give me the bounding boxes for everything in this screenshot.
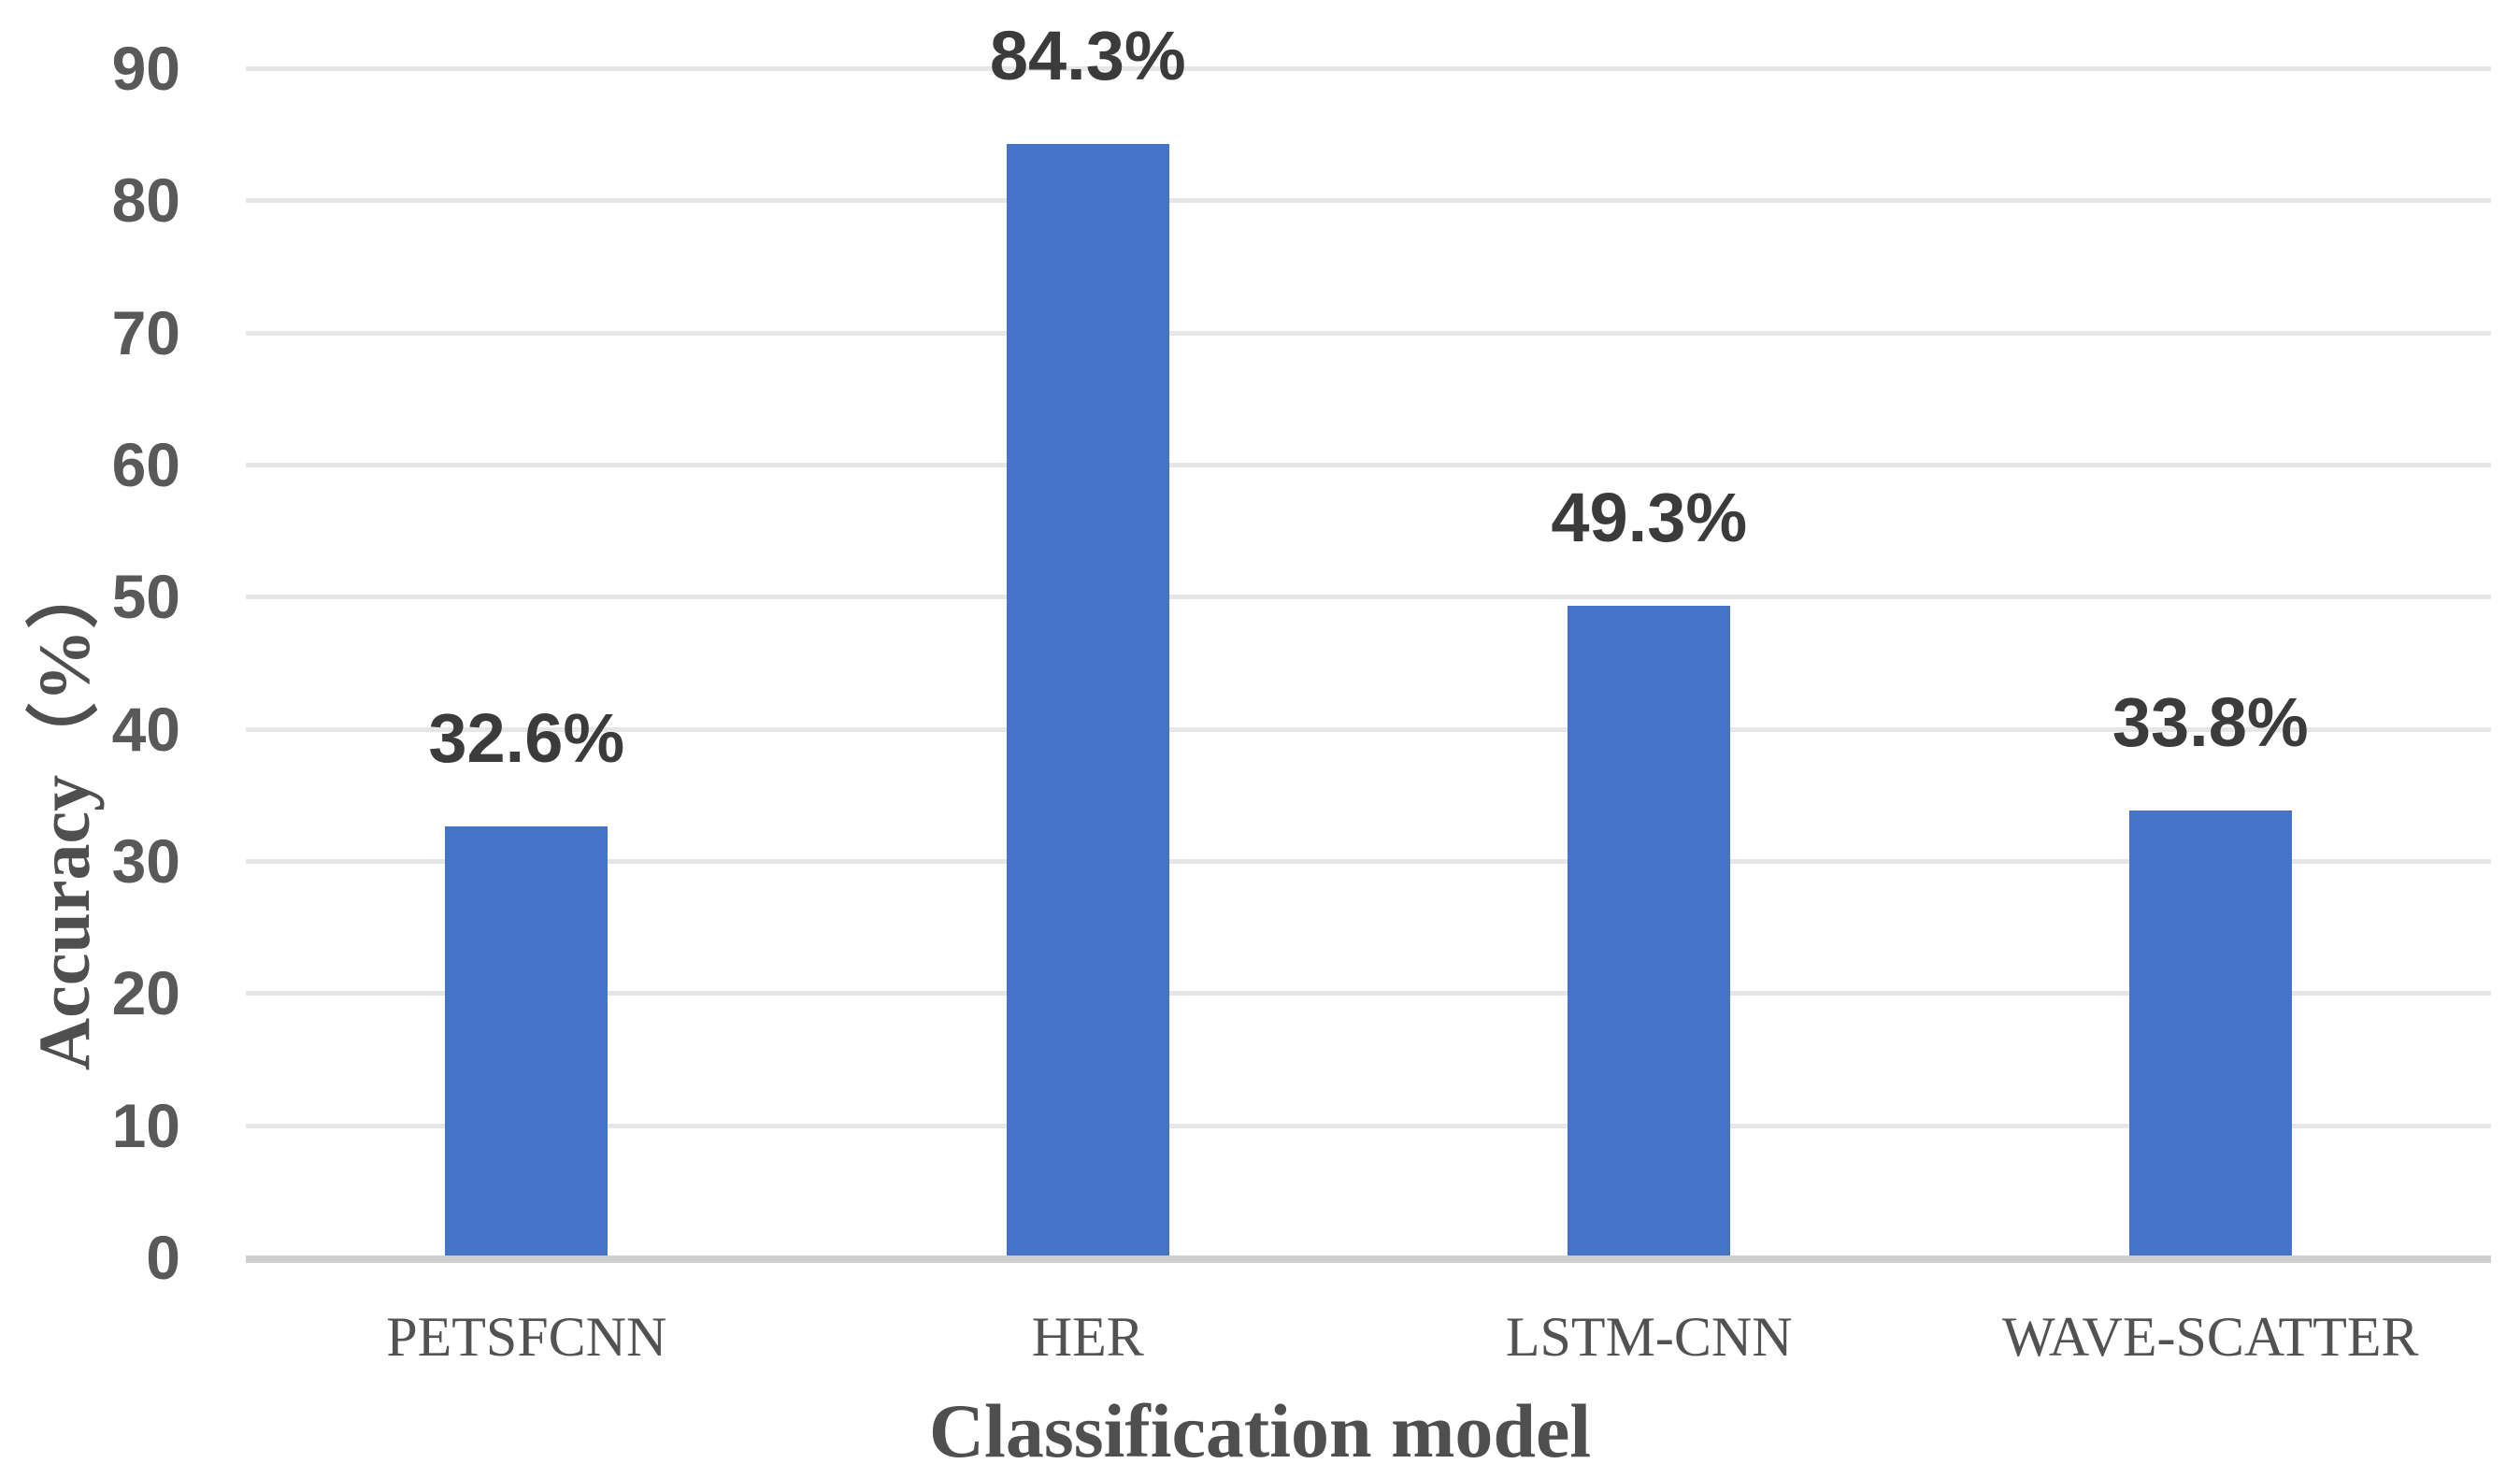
y-tick-label: 10: [111, 1090, 180, 1160]
bar-value-label: 32.6%: [428, 699, 625, 778]
y-tick-label: 40: [111, 694, 180, 764]
gridline: [246, 66, 2491, 71]
x-axis-title: Classification model: [0, 1387, 2520, 1475]
gridline: [246, 726, 2491, 732]
gridline: [246, 198, 2491, 204]
y-tick-label: 50: [111, 562, 180, 632]
x-category-label: HER: [1031, 1306, 1144, 1368]
bar-value-label: 33.8%: [2112, 683, 2309, 762]
y-tick-label: 30: [111, 826, 180, 896]
x-category-label: WAVE-SCATTER: [2001, 1306, 2419, 1368]
gridline: [246, 859, 2491, 864]
y-tick-label: 80: [111, 165, 180, 236]
x-category-label: LSTM-CNN: [1505, 1306, 1793, 1368]
x-category-label: PETSFCNN: [386, 1306, 667, 1368]
bar: [1006, 143, 1169, 1257]
plot-area: 32.6% 84.3% 49.3% 33.8%: [246, 18, 2491, 1263]
gridline: [246, 330, 2491, 336]
x-axis-title-text: Classification model: [928, 1388, 1592, 1473]
gridline: [246, 463, 2491, 467]
y-tick-label: 0: [146, 1223, 180, 1292]
bar: [1568, 606, 1731, 1257]
bar-value-label: 84.3%: [989, 16, 1186, 94]
x-axis-line: [246, 1256, 2491, 1263]
bar: [445, 826, 609, 1257]
gridline: [246, 595, 2491, 600]
y-tick-label: 60: [111, 430, 180, 499]
y-tick-label: 20: [111, 958, 180, 1028]
bar-value-label: 49.3%: [1551, 479, 1748, 557]
y-tick-label: 90: [111, 34, 180, 103]
y-tick-label: 70: [111, 297, 180, 367]
gridline: [246, 991, 2491, 997]
gridline: [246, 1123, 2491, 1128]
bar: [2128, 811, 2292, 1257]
